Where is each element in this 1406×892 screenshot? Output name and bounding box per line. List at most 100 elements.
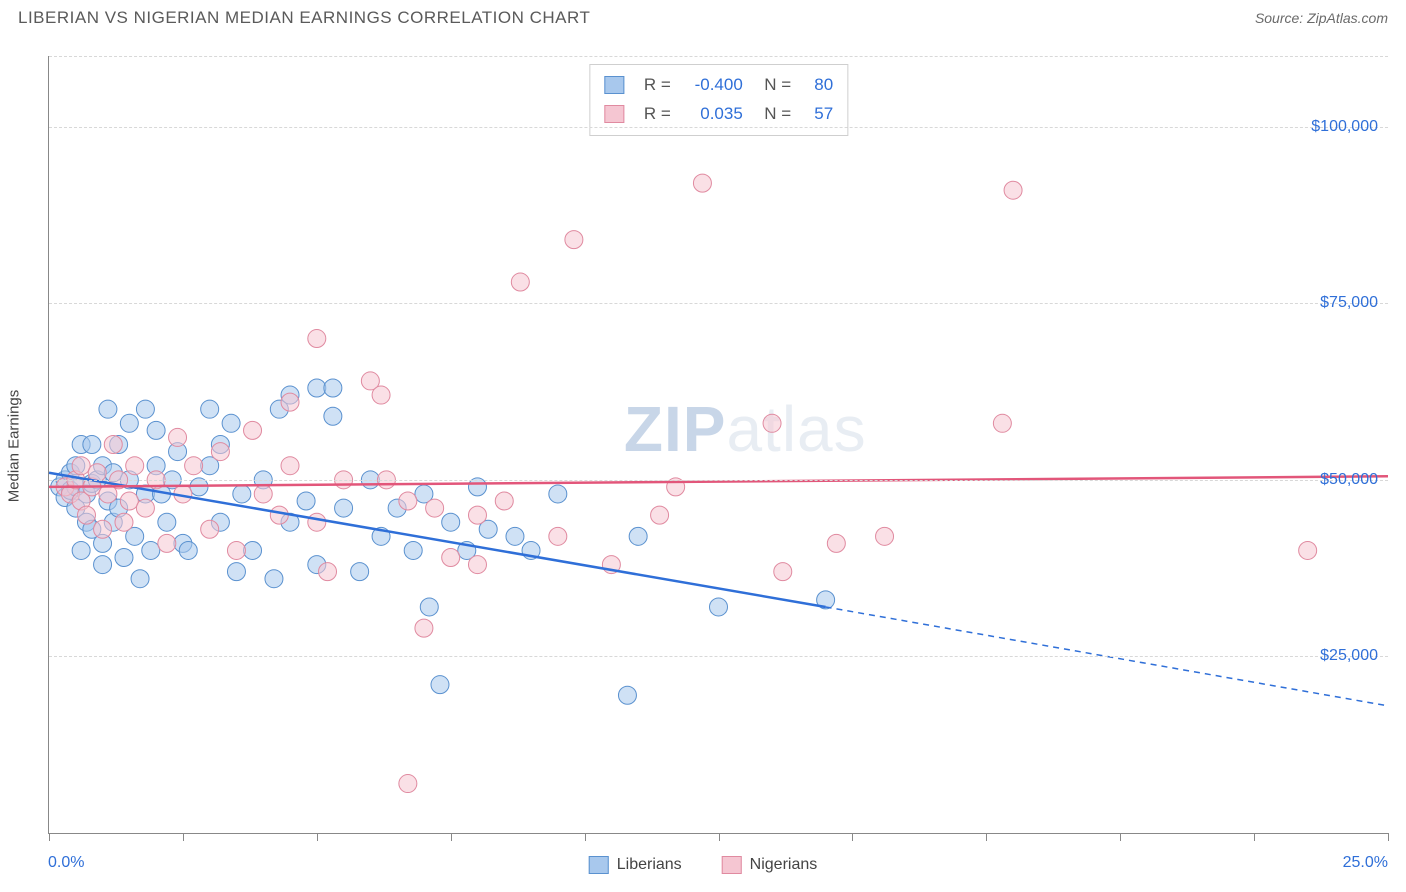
scatter-point [693, 174, 711, 192]
chart-header: LIBERIAN VS NIGERIAN MEDIAN EARNINGS COR… [0, 0, 1406, 36]
scatter-point [94, 556, 112, 574]
scatter-point [233, 485, 251, 503]
scatter-point [136, 400, 154, 418]
scatter-point [126, 457, 144, 475]
x-tick [719, 833, 720, 841]
scatter-point [308, 330, 326, 348]
stats-row: R = -0.400 N = 80 [604, 71, 833, 100]
scatter-point [104, 436, 122, 454]
gridline [49, 656, 1388, 657]
scatter-point [324, 407, 342, 425]
scatter-point [468, 506, 486, 524]
scatter-point [372, 386, 390, 404]
x-tick [183, 833, 184, 841]
stat-n-value: 80 [803, 71, 833, 100]
scatter-point [77, 506, 95, 524]
scatter-point [227, 541, 245, 559]
scatter-point [136, 499, 154, 517]
scatter-point [549, 485, 567, 503]
chart-plot-area: ZIPatlas R =-0.400 N =80R =0.035 N =57 $… [48, 56, 1388, 834]
scatter-point [158, 513, 176, 531]
scatter-point [83, 436, 101, 454]
scatter-point [244, 541, 262, 559]
scatter-point [399, 492, 417, 510]
stat-n-value: 57 [803, 100, 833, 129]
scatter-point [120, 414, 138, 432]
scatter-point [876, 527, 894, 545]
gridline [49, 480, 1388, 481]
legend-label: Liberians [617, 856, 682, 873]
y-axis-label: Median Earnings [6, 390, 23, 503]
scatter-point [308, 379, 326, 397]
scatter-point [1299, 541, 1317, 559]
x-axis-min-label: 0.0% [48, 854, 84, 872]
scatter-point [147, 421, 165, 439]
scatter-point [399, 775, 417, 793]
scatter-point [179, 541, 197, 559]
chart-source: Source: ZipAtlas.com [1255, 10, 1388, 26]
scatter-point [201, 400, 219, 418]
x-tick [1254, 833, 1255, 841]
y-tick-label: $75,000 [1320, 294, 1378, 312]
scatter-point [468, 556, 486, 574]
scatter-point [94, 520, 112, 538]
x-tick [1120, 833, 1121, 841]
scatter-svg [49, 56, 1388, 833]
scatter-point [629, 527, 647, 545]
scatter-point [511, 273, 529, 291]
scatter-point [426, 499, 444, 517]
scatter-point [827, 534, 845, 552]
scatter-point [115, 549, 133, 567]
scatter-point [351, 563, 369, 581]
scatter-point [281, 457, 299, 475]
scatter-point [158, 534, 176, 552]
scatter-point [72, 541, 90, 559]
scatter-point [618, 686, 636, 704]
x-axis-max-label: 25.0% [1343, 854, 1388, 872]
scatter-point [319, 563, 337, 581]
scatter-point [506, 527, 524, 545]
legend-item: Nigerians [722, 856, 818, 874]
scatter-point [431, 676, 449, 694]
stat-r-label: R = [644, 100, 671, 129]
scatter-point [297, 492, 315, 510]
scatter-point [201, 520, 219, 538]
y-tick-label: $50,000 [1320, 471, 1378, 489]
scatter-point [265, 570, 283, 588]
scatter-point [415, 619, 433, 637]
bottom-legend: Liberians Nigerians [589, 856, 818, 874]
scatter-point [442, 549, 460, 567]
legend-item: Liberians [589, 856, 682, 874]
gridline [49, 127, 1388, 128]
scatter-point [227, 563, 245, 581]
y-tick-label: $100,000 [1311, 118, 1378, 136]
stat-n-label: N = [755, 71, 791, 100]
scatter-point [324, 379, 342, 397]
legend-swatch [604, 105, 624, 123]
scatter-point [993, 414, 1011, 432]
scatter-point [1004, 181, 1022, 199]
legend-swatch [722, 856, 742, 874]
stats-row: R = 0.035 N = 57 [604, 100, 833, 129]
scatter-point [254, 485, 272, 503]
scatter-point [244, 421, 262, 439]
scatter-point [763, 414, 781, 432]
legend-swatch [589, 856, 609, 874]
x-tick [986, 833, 987, 841]
stat-r-label: R = [644, 71, 671, 100]
scatter-point [335, 499, 353, 517]
scatter-point [774, 563, 792, 581]
scatter-point [120, 492, 138, 510]
scatter-point [131, 570, 149, 588]
stat-r-value: -0.400 [683, 71, 743, 100]
scatter-point [281, 393, 299, 411]
x-tick [49, 833, 50, 841]
trend-line [49, 476, 1388, 487]
stat-r-value: 0.035 [683, 100, 743, 129]
scatter-point [169, 428, 187, 446]
chart-title: LIBERIAN VS NIGERIAN MEDIAN EARNINGS COR… [18, 8, 590, 28]
scatter-point [185, 457, 203, 475]
x-tick [852, 833, 853, 841]
stats-legend: R = -0.400 N = 80 R = 0.035 N = 57 [589, 64, 848, 136]
stat-n-label: N = [755, 100, 791, 129]
